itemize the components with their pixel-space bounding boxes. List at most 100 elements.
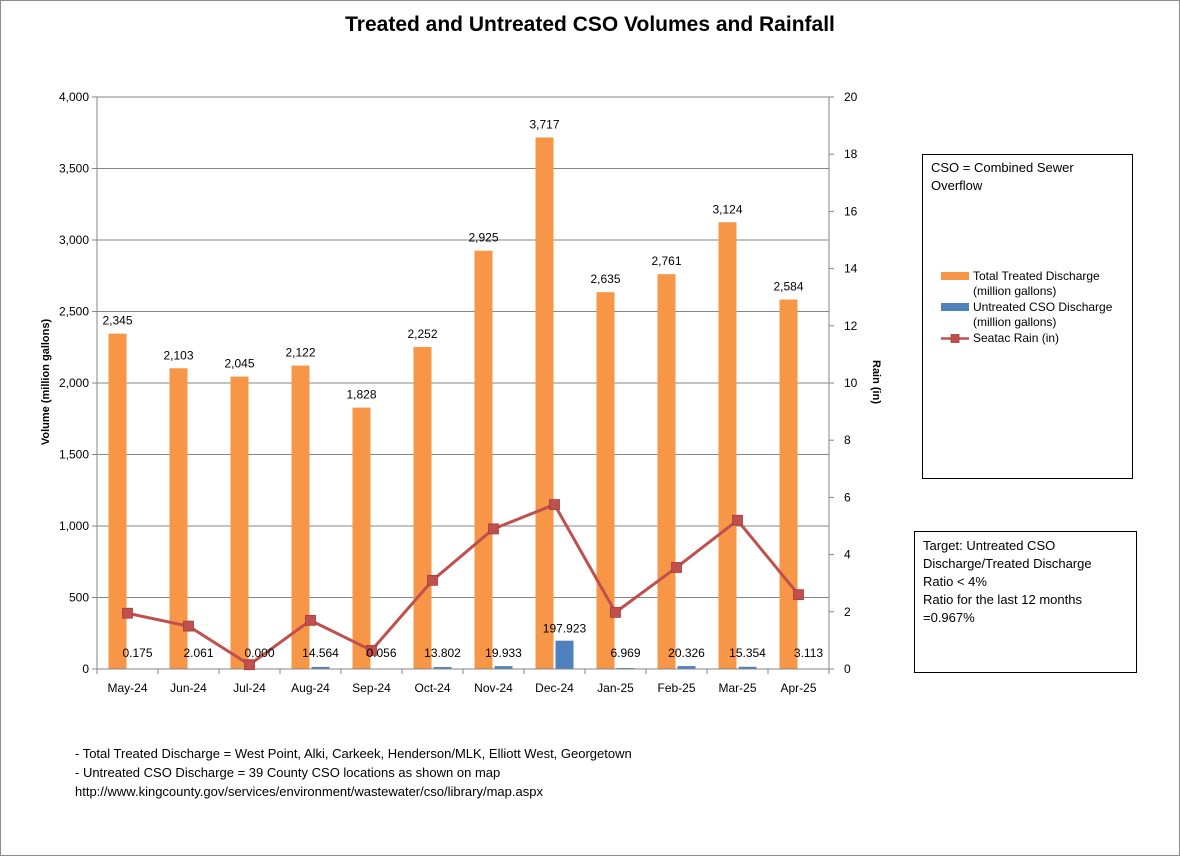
bar-treated [596, 292, 615, 669]
x-tick-label: Nov-24 [474, 681, 513, 695]
data-label-untreated: 0.175 [122, 646, 152, 660]
legend-note: CSO = Combined Sewer Overflow [931, 160, 1074, 193]
y-axis-title: Volume (million gallons) [40, 319, 52, 446]
x-tick-label: Aug-24 [291, 681, 330, 695]
rain-marker [610, 606, 621, 618]
y-tick-label: 0 [82, 662, 89, 676]
bar-treated [535, 137, 554, 669]
bar-treated [413, 346, 432, 669]
rain-marker [427, 574, 438, 586]
gridlines [97, 96, 829, 598]
rain-marker [122, 607, 133, 619]
bar-treated [779, 299, 798, 669]
rain-marker [793, 589, 804, 601]
data-label-untreated: 6.969 [610, 646, 640, 660]
data-label-treated: 3,124 [712, 202, 742, 216]
data-label-untreated: 197.923 [543, 622, 587, 636]
rain-marker [183, 620, 194, 632]
x-tick-label: Oct-24 [414, 681, 450, 695]
x-tick-label: May-24 [107, 681, 147, 695]
y-tick-label: 2,000 [59, 376, 89, 390]
y-tick-label: 1,500 [59, 448, 89, 462]
legend-swatch-treated [941, 272, 969, 280]
rain-line [122, 499, 804, 671]
data-label-untreated: 19.933 [485, 646, 522, 660]
y-tick-label: 2,500 [59, 305, 89, 319]
footnote-untreated: - Untreated CSO Discharge = 39 County CS… [75, 765, 501, 780]
x-tick-label: Sep-24 [352, 681, 391, 695]
y2-tick-label: 10 [844, 376, 858, 390]
data-label-treated: 2,045 [224, 357, 254, 371]
bar-untreated [494, 666, 513, 669]
rain-marker [549, 499, 560, 510]
footnotes: - Total Treated Discharge = West Point, … [75, 744, 632, 801]
bar-untreated [433, 667, 452, 669]
bar-treated [291, 365, 310, 669]
legend-swatch-untreated [941, 303, 969, 311]
data-label-untreated: 13.802 [424, 646, 461, 660]
bar-untreated [311, 666, 330, 669]
data-label-untreated: 15.354 [729, 646, 766, 660]
bar-treated [657, 274, 676, 669]
target-line-1: Target: Untreated CSO Discharge/Treated … [923, 538, 1092, 571]
data-label-treated: 2,252 [407, 327, 437, 341]
data-label-untreated: 0.000 [244, 646, 274, 660]
data-label-untreated: 14.564 [302, 646, 339, 660]
rain-marker [244, 659, 255, 671]
x-tick-label: Apr-25 [780, 681, 816, 695]
x-tick-label: Jun-24 [170, 681, 207, 695]
data-label-treated: 2,635 [590, 272, 620, 286]
legend-swatch-rain [941, 334, 969, 343]
y2-axis-title: Rain (in) [870, 360, 882, 404]
y-tick-label: 500 [69, 591, 89, 605]
x-tick-label: Jul-24 [233, 681, 266, 695]
y-tick-label: 3,000 [59, 233, 89, 247]
data-label-untreated: 2.061 [183, 646, 213, 660]
rain-marker [366, 645, 377, 656]
x-tick-label: Feb-25 [657, 681, 695, 695]
y-tick-label: 4,000 [59, 90, 89, 104]
data-label-treated: 2,103 [163, 348, 193, 362]
y2-tick-label: 16 [844, 204, 858, 218]
legend-entry-treated: Total Treated Discharge (million gallons… [941, 269, 1131, 299]
bar-treated [108, 333, 127, 669]
data-label-treated: 3,717 [529, 117, 559, 131]
data-label-treated: 2,584 [773, 279, 803, 293]
legend-label-untreated: Untreated CSO Discharge (million gallons… [973, 300, 1113, 329]
legend-entry-rain: Seatac Rain (in) [941, 331, 1131, 346]
rain-marker [671, 562, 682, 573]
y2-tick-label: 12 [844, 319, 858, 333]
rain-marker [305, 614, 316, 626]
axes: 0 500 1,000 1,500 2,000 2,500 3,000 3,500 4,000 0… [59, 90, 858, 695]
bar-treated [474, 250, 493, 669]
y2-tick-label: 2 [844, 605, 851, 619]
data-label-treated: 1,828 [346, 388, 376, 402]
y-tick-label: 3,500 [59, 162, 89, 176]
rain-marker [488, 523, 499, 535]
y2-tick-label: 0 [844, 662, 851, 676]
y2-tick-label: 4 [844, 548, 851, 562]
bar-treated [718, 222, 737, 669]
data-label-treated: 2,345 [102, 314, 132, 328]
bar-untreated [677, 666, 696, 669]
chart-title: Treated and Untreated CSO Volumes and Ra… [345, 13, 835, 36]
legend-entry-untreated: Untreated CSO Discharge (million gallons… [941, 300, 1131, 330]
bars [108, 137, 818, 669]
target-ratio-box: Target: Untreated CSO Discharge/Treated … [914, 531, 1137, 673]
legend-label-rain: Seatac Rain (in) [973, 331, 1060, 345]
data-label-untreated: 3.113 [794, 646, 823, 660]
y2-tick-label: 8 [844, 433, 851, 447]
target-line-3: Ratio for the last 12 months =0.967% [923, 592, 1082, 625]
bar-untreated [738, 666, 757, 669]
rain-series-line [127, 502, 800, 667]
footnote-treated: - Total Treated Discharge = West Point, … [75, 746, 632, 761]
rain-marker [732, 514, 743, 526]
data-labels: 2,345 0.175 2,103 2.061 2,045 0.000 2,122 14.56… [102, 117, 823, 660]
x-tick-label: Dec-24 [535, 681, 574, 695]
footnote-map-url: http://www.kingcounty.gov/services/envir… [75, 784, 543, 799]
target-line-2: Ratio < 4% [923, 574, 987, 589]
data-label-untreated: 0.056 [366, 646, 396, 660]
y2-tick-label: 18 [844, 147, 858, 161]
data-label-treated: 2,761 [651, 254, 681, 268]
